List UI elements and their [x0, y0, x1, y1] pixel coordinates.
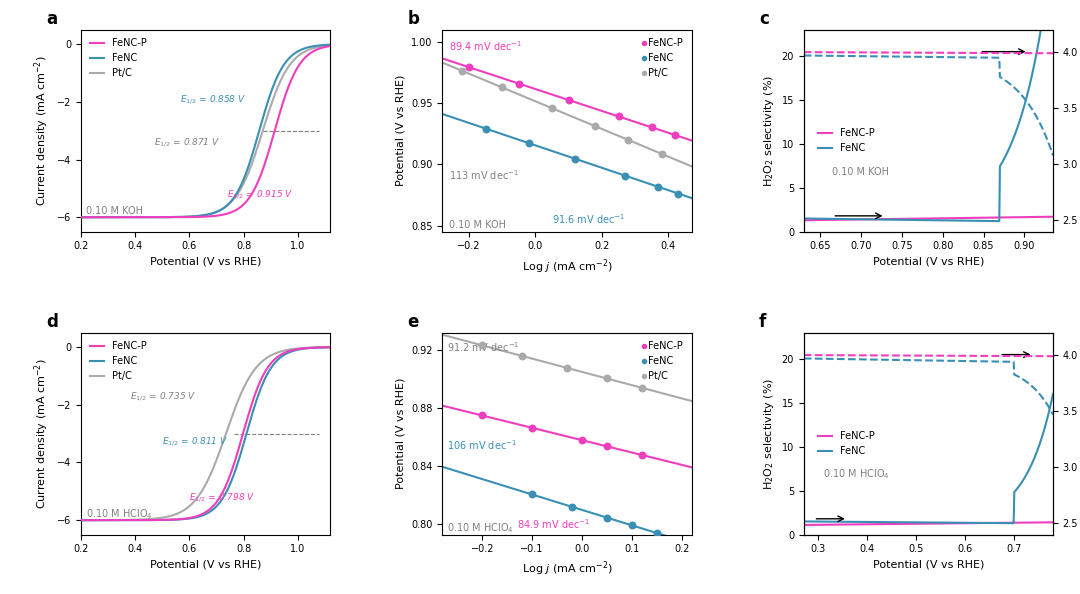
Text: 0.10 M KOH: 0.10 M KOH — [449, 220, 507, 230]
Point — [598, 441, 616, 451]
Text: 0.10 M HClO$_4$: 0.10 M HClO$_4$ — [823, 467, 890, 481]
Point — [543, 103, 561, 113]
Text: $E_{1/2}$ = 0.915 V: $E_{1/2}$ = 0.915 V — [227, 188, 294, 201]
Text: a: a — [46, 10, 57, 28]
Y-axis label: Current density (mA cm$^{-2}$): Current density (mA cm$^{-2}$) — [32, 358, 52, 509]
Text: $E_{1/2}$ = 0.811 V: $E_{1/2}$ = 0.811 V — [162, 435, 229, 448]
Point — [561, 95, 578, 105]
Point — [666, 130, 684, 140]
Text: 91.6 mV dec$^{-1}$: 91.6 mV dec$^{-1}$ — [552, 213, 625, 226]
Text: 113 mV dec$^{-1}$: 113 mV dec$^{-1}$ — [449, 169, 519, 182]
Y-axis label: Potential (V vs RHE): Potential (V vs RHE) — [395, 75, 406, 187]
Legend: FeNC-P, FeNC: FeNC-P, FeNC — [813, 125, 878, 157]
Point — [510, 79, 527, 89]
Text: b: b — [407, 10, 419, 28]
Text: 0.10 M HClO$_4$: 0.10 M HClO$_4$ — [86, 507, 153, 521]
Text: 0.10 M KOH: 0.10 M KOH — [833, 166, 889, 176]
X-axis label: Potential (V vs RHE): Potential (V vs RHE) — [150, 560, 261, 570]
Point — [633, 383, 650, 393]
Y-axis label: Current density (mA cm$^{-2}$): Current density (mA cm$^{-2}$) — [32, 55, 52, 206]
X-axis label: Potential (V vs RHE): Potential (V vs RHE) — [150, 257, 261, 267]
Text: $E_{1/2}$ = 0.798 V: $E_{1/2}$ = 0.798 V — [189, 491, 256, 504]
Point — [494, 83, 511, 92]
Point — [524, 489, 541, 499]
Point — [617, 171, 634, 181]
Point — [521, 138, 538, 148]
Point — [633, 450, 650, 460]
Point — [648, 528, 665, 538]
Point — [513, 351, 530, 361]
Point — [670, 189, 687, 198]
Text: $E_{1/2}$ = 0.735 V: $E_{1/2}$ = 0.735 V — [130, 390, 197, 403]
X-axis label: Potential (V vs RHE): Potential (V vs RHE) — [873, 257, 984, 267]
Legend: FeNC-P, FeNC: FeNC-P, FeNC — [813, 428, 878, 460]
Point — [650, 182, 667, 192]
Point — [524, 423, 541, 432]
Point — [474, 410, 491, 420]
Point — [564, 502, 581, 511]
Legend: FeNC-P, FeNC, Pt/C: FeNC-P, FeNC, Pt/C — [86, 337, 151, 385]
Y-axis label: Potential (V vs RHE): Potential (V vs RHE) — [395, 378, 406, 489]
Legend: FeNC-P, FeNC, Pt/C: FeNC-P, FeNC, Pt/C — [86, 34, 151, 82]
Point — [610, 112, 627, 121]
Text: 84.9 mV dec$^{-1}$: 84.9 mV dec$^{-1}$ — [517, 517, 590, 531]
Point — [598, 513, 616, 522]
Text: e: e — [407, 312, 419, 331]
Text: 0.10 M HClO$_4$: 0.10 M HClO$_4$ — [447, 522, 514, 536]
Point — [474, 340, 491, 350]
Text: f: f — [759, 312, 766, 331]
X-axis label: Log $j$ (mA cm$^{-2}$): Log $j$ (mA cm$^{-2}$) — [522, 257, 612, 276]
Point — [567, 154, 584, 163]
X-axis label: Log $j$ (mA cm$^{-2}$): Log $j$ (mA cm$^{-2}$) — [522, 560, 612, 579]
X-axis label: Potential (V vs RHE): Potential (V vs RHE) — [873, 560, 984, 570]
Text: 89.4 mV dec$^{-1}$: 89.4 mV dec$^{-1}$ — [449, 39, 522, 52]
Y-axis label: H$_2$O$_2$ selectivity (%): H$_2$O$_2$ selectivity (%) — [762, 378, 777, 489]
Legend: FeNC-P, FeNC, Pt/C: FeNC-P, FeNC, Pt/C — [638, 337, 687, 385]
Point — [653, 149, 671, 159]
Text: $E_{1/2}$ = 0.871 V: $E_{1/2}$ = 0.871 V — [154, 136, 220, 149]
Point — [454, 66, 471, 75]
Point — [586, 121, 604, 131]
Point — [643, 122, 660, 132]
Point — [623, 520, 640, 530]
Text: c: c — [759, 10, 769, 28]
Text: $E_{1/2}$ = 0.858 V: $E_{1/2}$ = 0.858 V — [180, 93, 246, 106]
Point — [573, 435, 591, 445]
Point — [620, 135, 637, 145]
Text: 106 mV dec$^{-1}$: 106 mV dec$^{-1}$ — [447, 438, 517, 452]
Text: 0.10 M KOH: 0.10 M KOH — [86, 206, 144, 216]
Legend: FeNC-P, FeNC, Pt/C: FeNC-P, FeNC, Pt/C — [638, 34, 687, 82]
Y-axis label: H$_2$O$_2$ selectivity (%): H$_2$O$_2$ selectivity (%) — [762, 75, 777, 187]
Point — [598, 374, 616, 383]
Text: 91.2 mV dec$^{-1}$: 91.2 mV dec$^{-1}$ — [447, 340, 519, 353]
Point — [460, 62, 477, 72]
Text: d: d — [46, 312, 58, 331]
Point — [477, 124, 495, 133]
Point — [558, 363, 576, 372]
